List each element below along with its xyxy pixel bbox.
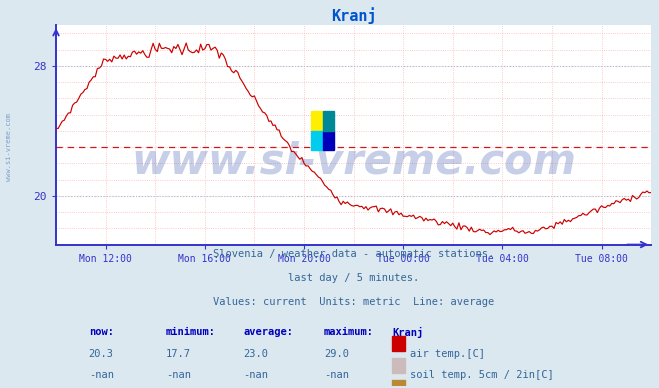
Text: now:: now:	[89, 327, 114, 337]
Text: average:: average:	[243, 327, 293, 337]
Text: last day / 5 minutes.: last day / 5 minutes.	[288, 273, 419, 283]
Text: maximum:: maximum:	[324, 327, 374, 337]
Text: Slovenia / weather data - automatic stations.: Slovenia / weather data - automatic stat…	[213, 249, 494, 259]
Text: 20.3: 20.3	[89, 348, 114, 359]
Bar	[312, 111, 323, 131]
Bar	[392, 336, 405, 352]
Text: soil temp. 5cm / 2in[C]: soil temp. 5cm / 2in[C]	[410, 371, 554, 381]
Text: www.si-vreme.com: www.si-vreme.com	[5, 113, 12, 182]
Title: Kranj: Kranj	[331, 7, 376, 24]
Text: Values: current  Units: metric  Line: average: Values: current Units: metric Line: aver…	[213, 297, 494, 307]
Text: -nan: -nan	[243, 371, 268, 381]
Text: -nan: -nan	[324, 371, 349, 381]
Text: -nan: -nan	[166, 371, 191, 381]
Text: 29.0: 29.0	[324, 348, 349, 359]
Bar	[323, 111, 334, 131]
Text: www.si-vreme.com: www.si-vreme.com	[131, 140, 576, 182]
Text: minimum:: minimum:	[166, 327, 216, 337]
Bar	[312, 131, 323, 150]
Text: Kranj: Kranj	[392, 327, 424, 338]
Bar	[323, 131, 334, 150]
Text: -nan: -nan	[89, 371, 114, 381]
Text: 17.7: 17.7	[166, 348, 191, 359]
Bar	[392, 380, 405, 388]
Bar	[392, 358, 405, 373]
Text: 23.0: 23.0	[243, 348, 268, 359]
Text: air temp.[C]: air temp.[C]	[410, 348, 485, 359]
